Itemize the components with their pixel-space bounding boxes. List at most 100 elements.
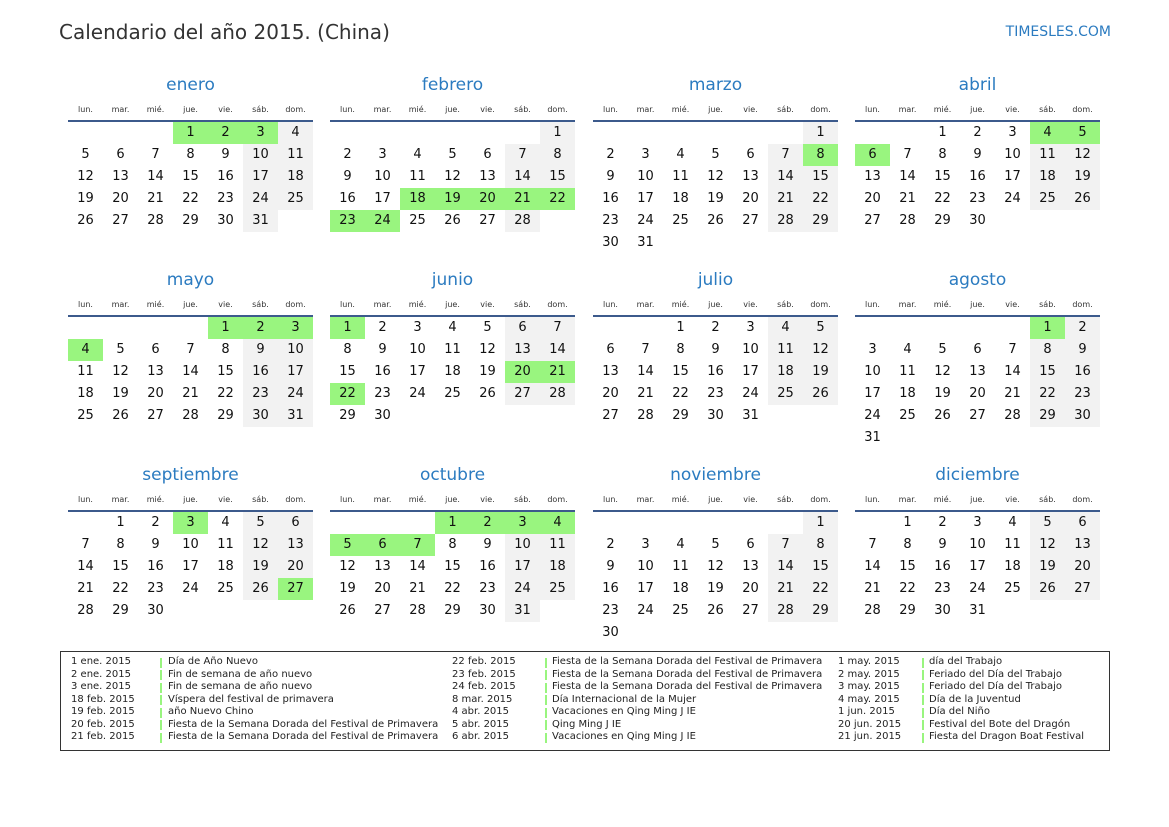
day-cell[interactable]: 29 <box>803 210 838 232</box>
holiday-day-cell[interactable]: 8 <box>803 144 838 166</box>
day-cell[interactable]: 5 <box>711 537 720 552</box>
day-cell[interactable]: 8 <box>1030 339 1065 361</box>
day-cell[interactable]: 24 <box>182 581 199 596</box>
day-cell[interactable]: 7 <box>903 147 912 162</box>
day-cell[interactable]: 25 <box>1030 188 1065 210</box>
day-cell[interactable]: 3 <box>378 147 387 162</box>
day-cell[interactable]: 22 <box>803 188 838 210</box>
day-cell[interactable]: 10 <box>864 364 881 379</box>
day-cell[interactable]: 11 <box>217 537 234 552</box>
day-cell[interactable]: 30 <box>602 235 619 250</box>
day-cell[interactable]: 28 <box>77 603 94 618</box>
day-cell[interactable]: 24 <box>243 188 278 210</box>
day-cell[interactable]: 25 <box>444 386 461 401</box>
holiday-day-cell[interactable]: 1 <box>173 122 208 144</box>
day-cell[interactable]: 14 <box>1004 364 1021 379</box>
day-cell[interactable]: 17 <box>969 559 986 574</box>
day-cell[interactable]: 31 <box>243 210 278 232</box>
day-cell[interactable]: 27 <box>969 408 986 423</box>
day-cell[interactable]: 13 <box>742 169 759 184</box>
day-cell[interactable]: 28 <box>768 600 803 622</box>
day-cell[interactable]: 22 <box>672 386 689 401</box>
day-cell[interactable]: 25 <box>672 213 689 228</box>
day-cell[interactable]: 15 <box>803 166 838 188</box>
day-cell[interactable]: 2 <box>973 125 982 140</box>
day-cell[interactable]: 28 <box>182 408 199 423</box>
day-cell[interactable]: 22 <box>444 581 461 596</box>
day-cell[interactable]: 20 <box>374 581 391 596</box>
day-cell[interactable]: 29 <box>112 603 129 618</box>
day-cell[interactable]: 16 <box>147 559 164 574</box>
day-cell[interactable]: 13 <box>147 364 164 379</box>
day-cell[interactable]: 27 <box>742 603 759 618</box>
day-cell[interactable]: 2 <box>606 147 615 162</box>
day-cell[interactable]: 18 <box>899 386 916 401</box>
day-cell[interactable]: 15 <box>182 169 199 184</box>
day-cell[interactable]: 30 <box>1065 405 1100 427</box>
day-cell[interactable]: 7 <box>505 144 540 166</box>
day-cell[interactable]: 23 <box>707 386 724 401</box>
day-cell[interactable]: 30 <box>707 408 724 423</box>
day-cell[interactable]: 22 <box>182 191 199 206</box>
day-cell[interactable]: 24 <box>637 213 654 228</box>
day-cell[interactable]: 6 <box>746 147 755 162</box>
day-cell[interactable]: 8 <box>221 342 230 357</box>
holiday-day-cell[interactable]: 2 <box>470 512 505 534</box>
day-cell[interactable]: 15 <box>540 166 575 188</box>
day-cell[interactable]: 1 <box>938 125 947 140</box>
day-cell[interactable]: 13 <box>479 169 496 184</box>
day-cell[interactable]: 26 <box>243 578 278 600</box>
day-cell[interactable]: 10 <box>637 559 654 574</box>
day-cell[interactable]: 14 <box>768 166 803 188</box>
day-cell[interactable]: 23 <box>147 581 164 596</box>
day-cell[interactable]: 17 <box>637 191 654 206</box>
day-cell[interactable]: 30 <box>602 625 619 640</box>
day-cell[interactable]: 21 <box>409 581 426 596</box>
day-cell[interactable]: 31 <box>278 405 313 427</box>
day-cell[interactable]: 28 <box>1004 408 1021 423</box>
day-cell[interactable]: 24 <box>409 386 426 401</box>
day-cell[interactable]: 7 <box>186 342 195 357</box>
holiday-day-cell[interactable]: 4 <box>68 339 103 361</box>
holiday-day-cell[interactable]: 3 <box>505 512 540 534</box>
day-cell[interactable]: 12 <box>77 169 94 184</box>
day-cell[interactable]: 19 <box>803 361 838 383</box>
day-cell[interactable]: 30 <box>217 213 234 228</box>
day-cell[interactable]: 24 <box>278 383 313 405</box>
day-cell[interactable]: 26 <box>444 213 461 228</box>
day-cell[interactable]: 1 <box>540 122 575 144</box>
day-cell[interactable]: 22 <box>112 581 129 596</box>
day-cell[interactable]: 13 <box>112 169 129 184</box>
day-cell[interactable]: 11 <box>540 534 575 556</box>
holiday-day-cell[interactable]: 3 <box>243 122 278 144</box>
day-cell[interactable]: 1 <box>903 515 912 530</box>
day-cell[interactable]: 15 <box>444 559 461 574</box>
day-cell[interactable]: 31 <box>637 235 654 250</box>
day-cell[interactable]: 13 <box>742 559 759 574</box>
day-cell[interactable]: 9 <box>938 537 947 552</box>
day-cell[interactable]: 24 <box>1004 191 1021 206</box>
day-cell[interactable]: 23 <box>1065 383 1100 405</box>
day-cell[interactable]: 11 <box>768 339 803 361</box>
day-cell[interactable]: 4 <box>413 147 422 162</box>
day-cell[interactable]: 28 <box>540 383 575 405</box>
day-cell[interactable]: 20 <box>278 556 313 578</box>
day-cell[interactable]: 19 <box>243 556 278 578</box>
day-cell[interactable]: 29 <box>672 408 689 423</box>
day-cell[interactable]: 5 <box>81 147 90 162</box>
holiday-day-cell[interactable]: 2 <box>208 122 243 144</box>
day-cell[interactable]: 14 <box>505 166 540 188</box>
day-cell[interactable]: 9 <box>343 169 352 184</box>
day-cell[interactable]: 17 <box>505 556 540 578</box>
holiday-day-cell[interactable]: 1 <box>330 317 365 339</box>
day-cell[interactable]: 19 <box>112 386 129 401</box>
day-cell[interactable]: 24 <box>864 408 881 423</box>
day-cell[interactable]: 12 <box>1030 534 1065 556</box>
day-cell[interactable]: 7 <box>540 317 575 339</box>
day-cell[interactable]: 27 <box>147 408 164 423</box>
day-cell[interactable]: 23 <box>934 581 951 596</box>
day-cell[interactable]: 10 <box>969 537 986 552</box>
day-cell[interactable]: 21 <box>864 581 881 596</box>
day-cell[interactable]: 1 <box>803 122 838 144</box>
day-cell[interactable]: 23 <box>243 383 278 405</box>
